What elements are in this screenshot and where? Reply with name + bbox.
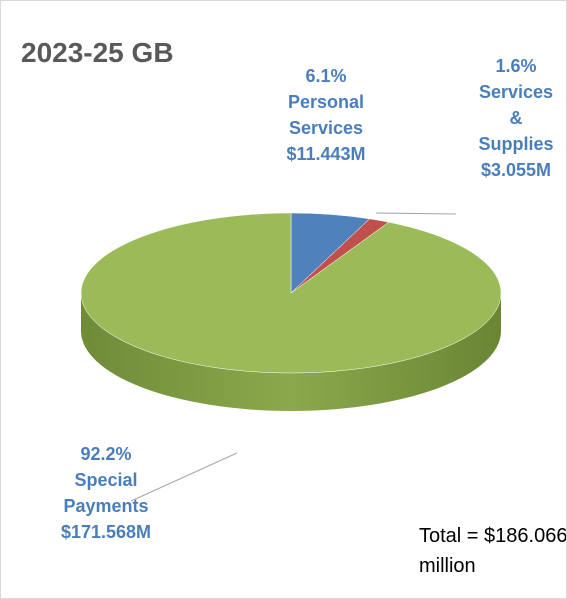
value-label: 6.1% [305, 66, 347, 86]
category-label: Personal Services [287, 92, 365, 138]
annotation: Total = $186.066 million [419, 525, 567, 577]
amount-label: $11.443M [286, 144, 366, 164]
leader-line [130, 452, 238, 502]
slice-label: 6.1% Personal Services $11.443M [271, 63, 381, 167]
slice-label: 1.6% Services & Supplies $3.055M [475, 53, 557, 183]
category-label: Services & Supplies [478, 82, 554, 154]
leader-line [375, 212, 457, 215]
slice-label: 92.2% Special Payments $171.568M [49, 441, 163, 545]
pie-slice [80, 212, 502, 374]
value-label: 1.6% [495, 56, 537, 76]
slice-side [81, 293, 501, 411]
amount-label: $171.568M [60, 522, 152, 542]
category-label: Special Payments [63, 470, 149, 516]
amount-label: $3.055M [480, 160, 552, 180]
value-label: 92.2% [80, 444, 132, 464]
chart-title: 2023-25 GB [21, 37, 174, 68]
